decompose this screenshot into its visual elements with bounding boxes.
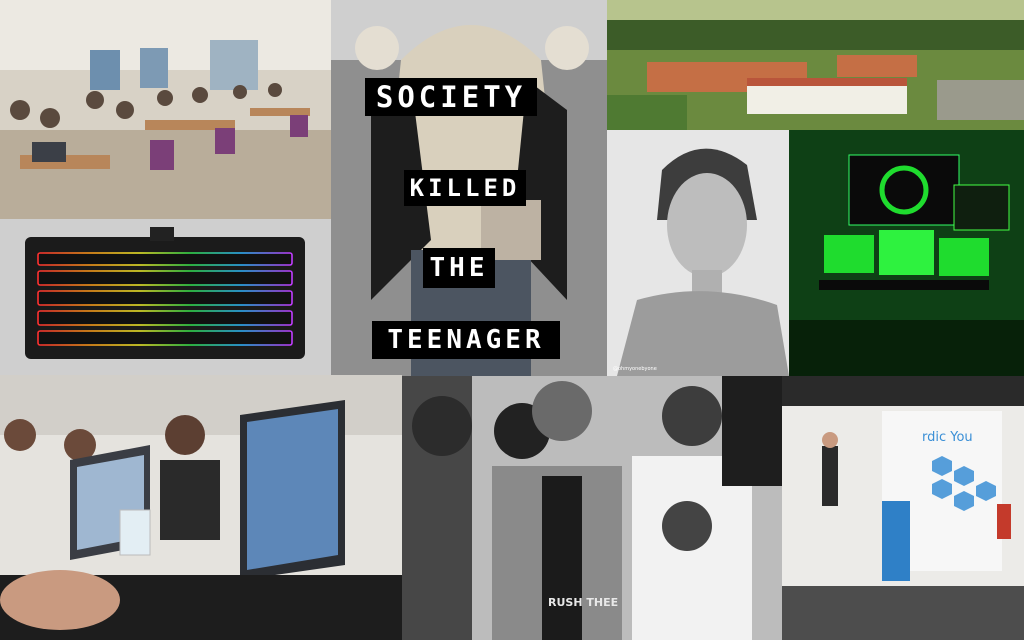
overlay-word-society: SOCIETY [365,78,537,116]
rgb-keyboard-photo [0,219,331,375]
green-gaming-setup-photo [789,130,1024,376]
booth-sign: rdic You [922,430,973,445]
shirt-text: RUSH THEE [548,596,618,609]
bw-band-photo: RUSH THEE [402,376,782,640]
overlay-word-the: THE [423,248,495,288]
laptops-workshop-photo [0,375,402,640]
overlay-word-teenager: TEENAGER [372,321,560,359]
watermark-text: @ohmyonebyone [613,366,657,372]
aerial-building-photo [607,0,1024,130]
exhibition-booth-photo: rdic You [782,376,1024,640]
bw-boy-portrait: @ohmyonebyone [607,130,789,376]
classroom-photo [0,0,331,219]
overlay-word-killed: KILLED [404,170,526,206]
